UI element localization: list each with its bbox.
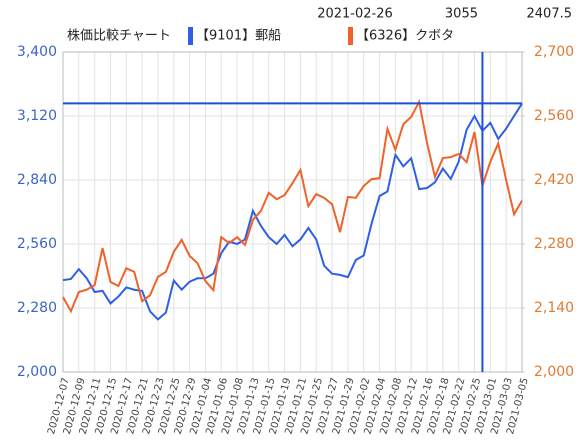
y2-tick-label: 2,140 <box>534 300 574 316</box>
y-tick-label: 3,400 <box>17 44 57 60</box>
chart-title: 株価比較チャート <box>67 29 171 44</box>
y-tick-label: 2,280 <box>17 300 57 316</box>
y2-tick-label: 2,560 <box>534 108 574 124</box>
cursor-value: 3055 <box>445 7 478 22</box>
y-tick-label: 2,840 <box>17 172 57 188</box>
legend-label: 【9101】郵船 <box>196 29 281 44</box>
y2-tick-label: 2,420 <box>534 172 574 188</box>
y2-tick-label: 2,000 <box>534 364 574 380</box>
legend-label: 【6326】クボタ <box>356 29 454 44</box>
y2-tick-label: 2,280 <box>534 236 574 252</box>
y2-tick-label: 2,700 <box>534 44 574 60</box>
series-line <box>62 102 523 321</box>
y-tick-label: 3,120 <box>17 108 57 124</box>
y-tick-label: 2,560 <box>17 236 57 252</box>
y-tick-label: 2,000 <box>17 364 57 380</box>
cursor-date: 2021-02-26 <box>317 7 393 22</box>
cursor-value: 2407.5 <box>527 7 573 22</box>
plot-frame <box>62 51 523 373</box>
legend-swatch <box>348 27 353 45</box>
legend-swatch <box>188 27 193 45</box>
series-line <box>62 98 523 314</box>
